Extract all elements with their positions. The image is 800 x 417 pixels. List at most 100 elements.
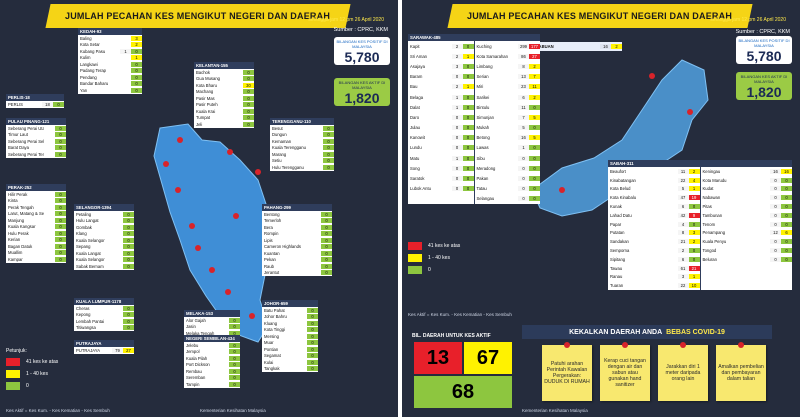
active-cases: 0 [321,237,332,243]
active-cases: 7 [529,74,540,80]
active-cases: 11 [529,84,540,90]
table-row: Kapit 2 0 [408,41,474,51]
active-cases: 1 [462,84,474,90]
pin-kuala-lumpur[interactable] [195,245,201,251]
district-name: Lahad Datu [610,212,632,218]
cumulative-cases: 3 [677,274,689,280]
table-row: Kanowit 0 0 [408,133,474,143]
district-name: Ranau [610,274,623,280]
cumulative-cases: 1 [451,155,463,161]
table-row: Seberang Perai Selatan 0 [6,138,66,145]
active-cases: 0 [123,250,134,256]
district-name: Seberang Perai Tengah [8,151,44,157]
active-cases: 0 [529,104,540,110]
district-name: Titiwangsa [76,325,96,331]
cumulative-cases: 3 [451,63,463,69]
district-name: Kota Setar [80,42,100,48]
active-cases: 0 [55,138,66,144]
pin-terengganu[interactable] [255,169,261,175]
active-cases: 0 [55,191,66,197]
pin-pulau-pinang[interactable] [163,161,169,167]
table-row: Kulim 1 [78,55,142,62]
district-name: Jerantut [264,270,280,276]
district-name: Kuala Terengganu [272,145,306,151]
table-row: Muallim 0 [6,250,66,257]
pin-negeri-sembilan[interactable] [209,267,215,273]
table-sabah: SABAH-311 Beaufort 11 2 Kinabatangan 22 4 Kota … [608,160,792,291]
state-name: KELANTAN-155 [196,63,228,68]
pin-kelantan[interactable] [227,149,233,155]
cumulative-cases: 0 [518,176,529,182]
active-cases: 0 [529,196,540,202]
district-name: Jempol [186,349,200,355]
district-column-0: Beaufort 11 2 Kinabatangan 22 4 Kota Belud 5 1 Ko… [608,167,701,291]
table-melaka: MELAKA-153 Alor Gajah 0 Jasin 0 Melaka Tengah… [184,310,240,337]
table-kelantan: KELANTAN-155 Bachok 0 Gua Musang 0 Kota Bharu… [194,62,254,128]
table-row: Lembah Pantai 0 [74,318,134,325]
table-row: Tampin 0 [184,381,240,388]
table-row: Jerantut 0 [262,270,332,277]
table-row: Pasir Mas 0 [194,95,254,102]
table-row: Sandakan 21 2 [608,237,700,246]
note-text-1: Kerap cuci tangan dengan air dan sabun a… [604,358,646,388]
district-name: Tatau [476,186,487,192]
table-row: Sibu 0 0 [475,153,540,163]
district-name: Daro [410,114,420,120]
table-row: Mukah 5 0 [475,123,540,133]
right-footnote: Kes Aktif = Kes Kum. - Kes Kematian - Ke… [408,312,512,317]
right-source: Sumber : CPRC, KKM [735,29,790,35]
pin-johor[interactable] [249,313,255,319]
active-cases: 0 [243,102,254,108]
cumulative-cases: 8 [518,63,529,69]
cumulative-cases: 0 [518,186,529,192]
active-cases: 0 [307,333,318,339]
legend-red-label: 41 kes ke atas [26,359,59,365]
cumulative-cases: 0 [451,165,463,171]
table-kuala-lumpur: KUALA LUMPUR-1178 Cheras 0 Kepong 0 Lembah Pa… [74,298,134,331]
pin-selangor[interactable] [189,223,195,229]
pin-perak[interactable] [175,187,181,193]
kekal-banner: KEKALKAN DAERAH ANDA BEBAS COVID-19 [522,325,772,339]
cumulative-cases: 0 [518,165,529,171]
table-row: Machang 0 [194,89,254,96]
pin-pahang[interactable] [233,213,239,219]
table-row: Hulu Terengganu 0 [270,164,334,171]
active-cases: 0 [321,250,332,256]
cumulative-cases: 1 [451,104,463,110]
active-cases: 0 [321,224,332,230]
district-name: Julau [410,125,421,131]
pin-melaka[interactable] [225,289,231,295]
active-cases: 0 [55,224,66,230]
legend-yellow-label: 1 - 40 kes [26,371,48,377]
table-row: Belaga 1 0 [408,92,474,102]
district-name: Papar [610,221,622,227]
pin-kedah[interactable] [177,137,183,143]
active-cases: 0 [123,211,134,217]
district-name: Beluran [702,256,717,262]
right-title-banner: JUMLAH PECAHAN KES MENGIKUT NEGERI DAN D… [447,4,753,28]
active-cases: 0 [462,94,474,100]
table-row: Muar 0 [262,340,318,347]
active-cases: 0 [55,256,66,262]
active-cases: 0 [462,165,474,171]
pin-labuan[interactable] [649,73,655,79]
district-name: Tambunan [702,212,723,218]
table-perak: PERAK-252 Hilir Perak 0 Kinta 0 Perak Tengah 0… [6,184,66,263]
state-header: KUALA LUMPUR-1178 [74,298,134,305]
state-name: PERAK-252 [8,185,32,190]
table-row: Johor Bahru 0 [262,314,318,321]
district-name: Manjung [8,217,25,223]
district-name: Belaga [410,94,424,100]
active-cases: 0 [307,359,318,365]
legend-swatch-green [6,382,20,390]
pin-sarawak[interactable] [559,187,565,193]
district-column-1: Kuching 299 177 Kota Samarahan 86 27 Limbang 8 2… [475,41,540,204]
district-name: Kuala Kangsar [8,224,36,230]
pin-sabah[interactable] [687,109,693,115]
cumulative-cases: 0 [451,186,463,192]
active-cases: 0 [323,151,334,157]
district-name: Keningau [702,168,721,174]
table-row: Perak Tengah 0 [6,204,66,211]
active-cases: 0 [55,125,66,131]
active-cases: 9 [688,212,700,218]
